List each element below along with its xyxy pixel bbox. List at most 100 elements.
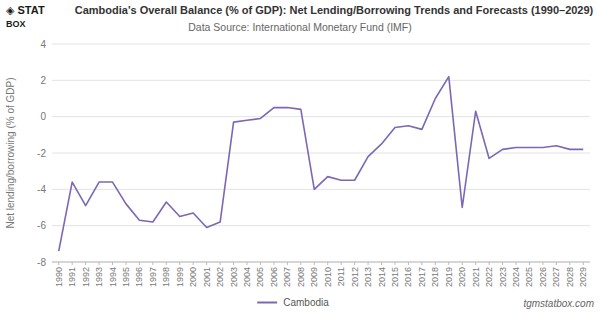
x-tick-label: 2018	[430, 267, 440, 287]
x-tick	[314, 262, 315, 265]
x-tick	[152, 262, 153, 265]
logo: BOX	[6, 19, 26, 29]
x-tick	[542, 262, 543, 265]
x-tick	[58, 262, 59, 265]
x-tick-label: 2015	[390, 267, 400, 287]
x-tick	[368, 262, 369, 265]
legend: Cambodia	[257, 297, 329, 308]
y-tick-label: -8	[37, 257, 46, 268]
x-tick	[273, 262, 274, 265]
x-tick	[193, 262, 194, 265]
y-tick-label: -4	[37, 184, 46, 195]
x-tick	[179, 262, 180, 265]
y-tick-label: -2	[37, 148, 46, 159]
y-tick-label: 2	[40, 75, 46, 86]
x-tick	[341, 262, 342, 265]
x-tick	[112, 262, 113, 265]
x-tick-label: 2002	[215, 267, 225, 287]
y-tick-label: 0	[40, 111, 46, 122]
x-tick-label: 2026	[538, 267, 548, 287]
x-tick-label: 2003	[229, 267, 239, 287]
x-tick	[502, 262, 503, 265]
legend-label: Cambodia	[283, 297, 329, 308]
x-tick	[569, 262, 570, 265]
x-tick	[300, 262, 301, 265]
x-tick	[475, 262, 476, 265]
x-tick	[408, 262, 409, 265]
x-tick	[381, 262, 382, 265]
x-tick-label: 2011	[336, 267, 346, 286]
x-tick-label: 1993	[94, 267, 104, 287]
x-tick	[489, 262, 490, 265]
x-tick	[556, 262, 557, 265]
grid-line	[52, 189, 590, 190]
x-tick-label: 2027	[551, 267, 561, 287]
grid-line	[52, 44, 590, 45]
x-tick	[220, 262, 221, 265]
x-tick	[583, 262, 584, 265]
grid-line	[52, 116, 590, 117]
x-axis-line	[52, 262, 590, 263]
x-tick-label: 1998	[161, 267, 171, 287]
x-tick	[287, 262, 288, 265]
x-tick-label: 1999	[175, 267, 185, 287]
x-tick-label: 2016	[403, 267, 413, 287]
x-tick	[233, 262, 234, 265]
grid-line	[52, 262, 590, 263]
x-tick	[72, 262, 73, 265]
subtitle: Data Source: International Monetary Fund…	[188, 21, 412, 33]
x-tick	[247, 262, 248, 265]
plot-area	[59, 77, 584, 251]
x-tick-label: 2006	[269, 267, 279, 287]
x-tick	[435, 262, 436, 265]
y-axis-label: Net lending/borrowing (% of GDP)	[5, 77, 16, 228]
x-tick	[394, 262, 395, 265]
x-tick-label: 2008	[296, 267, 306, 287]
x-tick	[139, 262, 140, 265]
x-tick-label: 1992	[81, 267, 91, 287]
x-tick-label: 1997	[148, 267, 158, 287]
line	[59, 77, 584, 251]
x-tick-label: 2000	[188, 267, 198, 287]
x-tick	[327, 262, 328, 265]
x-tick-label: 2014	[377, 267, 387, 287]
x-tick-label: 2029	[578, 267, 588, 287]
x-tick-label: 2028	[565, 267, 575, 287]
x-tick-label: 1991	[67, 267, 77, 287]
x-tick	[462, 262, 463, 265]
x-tick-label: 2023	[498, 267, 508, 287]
watermark: tgmstatbox.com	[523, 298, 594, 309]
x-tick-label: 2020	[457, 267, 467, 287]
x-tick-label: 2021	[471, 267, 481, 287]
x-tick	[354, 262, 355, 265]
x-tick	[85, 262, 86, 265]
y-tick-label: 4	[40, 39, 46, 50]
x-tick-label: 2004	[242, 267, 252, 287]
x-tick-label: 1996	[134, 267, 144, 287]
x-tick-label: 1995	[121, 267, 131, 287]
x-tick-label: 2005	[255, 267, 265, 287]
x-tick-label: 2024	[511, 267, 521, 287]
x-tick	[125, 262, 126, 265]
x-tick	[99, 262, 100, 265]
x-tick-label: 2009	[309, 267, 319, 287]
x-tick-label: 2019	[444, 267, 454, 287]
x-tick-label: 2025	[524, 267, 534, 287]
grid-line	[52, 80, 590, 81]
x-tick	[206, 262, 207, 265]
y-tick-label: -6	[37, 220, 46, 231]
x-tick-label: 2010	[323, 267, 333, 287]
x-tick-label: 2001	[202, 267, 212, 287]
x-tick	[529, 262, 530, 265]
x-tick-label: 2022	[484, 267, 494, 287]
x-tick-label: 2012	[350, 267, 360, 287]
legend-swatch	[257, 302, 277, 304]
x-tick-label: 2017	[417, 267, 427, 287]
title: Cambodia's Overall Balance (% of GDP): N…	[75, 4, 594, 16]
grid-line	[52, 225, 590, 226]
x-tick	[516, 262, 517, 265]
x-tick	[166, 262, 167, 265]
x-tick-label: 1994	[108, 267, 118, 287]
logo: ◈ STAT	[6, 4, 45, 16]
x-tick	[260, 262, 261, 265]
